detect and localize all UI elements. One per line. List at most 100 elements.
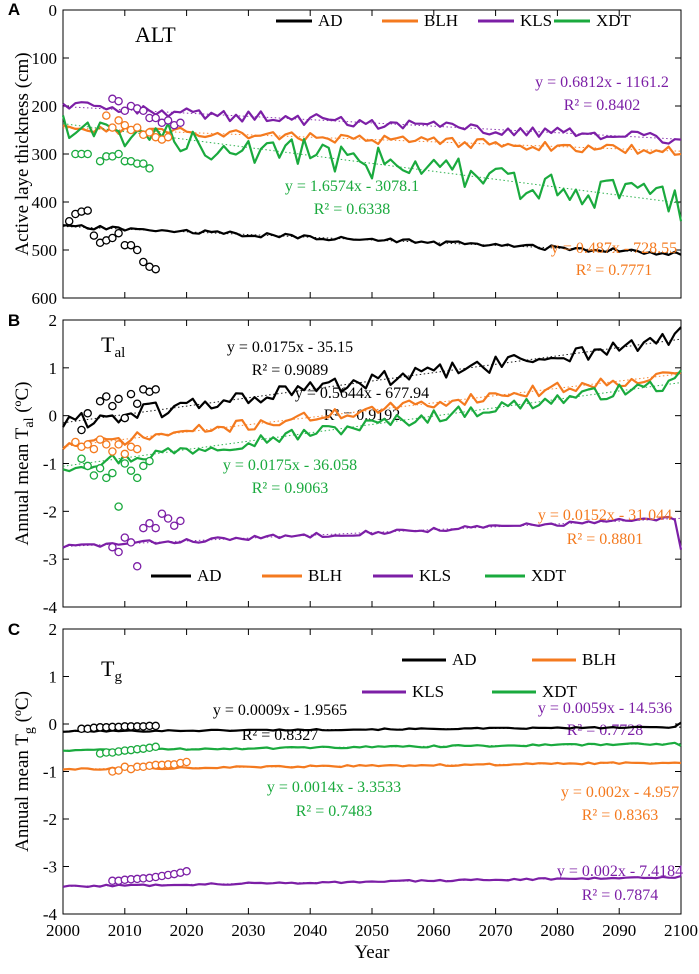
panel-title: Tal (101, 332, 125, 361)
observed-point-ad (64, 216, 74, 226)
x-axis-label: Year (354, 942, 390, 963)
legend-label-ad: AD (318, 11, 343, 30)
observed-point-blh (83, 440, 92, 449)
observed-point-blh (120, 449, 130, 459)
y-tick-label: -1 (43, 763, 57, 782)
panel-B: -4 -3 -2 -1 0 1 2 Tal Annual mean Tal (ºC) AD BLH K… (12, 311, 683, 739)
x-tick-label: 2020 (170, 921, 204, 940)
observed-point-ad (102, 392, 111, 401)
y-tick-label: -3 (43, 858, 57, 877)
panel-letter-a: A (8, 0, 20, 19)
r-squared-xdt: R² = 0.6338 (314, 201, 391, 218)
legend-label-kls: KLS (412, 682, 444, 701)
y-tick-label: -4 (43, 598, 58, 617)
equation-blh: y = 0.487x - 728.55 (551, 240, 677, 257)
axis-ticks: 0 100 200 300 400 500 600 (32, 1, 682, 308)
plot-frame (62, 319, 682, 608)
x-tick-label: 2040 (293, 921, 327, 940)
observed-point-ad (126, 240, 136, 250)
observed-point-kls (108, 542, 117, 552)
series-line-blh (62, 371, 682, 450)
legend-label-xdt: XDT (542, 682, 578, 701)
observed-point-xdt (120, 459, 130, 468)
observed-point-xdt (126, 466, 136, 475)
legend-label-kls: KLS (419, 566, 451, 585)
series-line-kls (62, 515, 683, 550)
observed-points (71, 385, 185, 571)
r-squared-kls: R² = 0.8402 (564, 97, 641, 114)
observed-point-xdt (151, 742, 160, 752)
observed-point-blh (108, 123, 117, 132)
series-line-ad (62, 224, 682, 256)
observed-point-xdt (95, 464, 105, 473)
observed-point-kls (163, 116, 173, 125)
legend-label-ad: AD (452, 650, 477, 669)
trend-line-blh (62, 127, 682, 152)
observed-point-blh (102, 111, 111, 120)
r-squared-kls: R² = 0.7728 (567, 722, 644, 739)
observed-point-xdt (139, 461, 148, 471)
legend-label-ad: AD (197, 566, 222, 585)
observed-point-ad (95, 397, 105, 406)
series-lines (61, 101, 683, 256)
observed-point-ad (108, 233, 117, 243)
series-line-xdt (61, 115, 683, 222)
r-squared-kls: R² = 0.7874 (582, 887, 659, 904)
x-tick-label: 2060 (417, 921, 451, 940)
observed-point-xdt (95, 156, 105, 166)
equation-xdt: y = 0.0175x - 36.058 (223, 457, 357, 474)
observed-point-kls (114, 96, 123, 106)
observed-point-ad (151, 721, 160, 731)
x-tick-label: 2100 (664, 921, 698, 940)
r-squared-xdt: R² = 0.9063 (252, 480, 329, 497)
y-tick-label: -2 (43, 810, 57, 829)
r-squared-ad: R² = 0.9089 (252, 362, 329, 379)
observed-point-kls (126, 538, 136, 547)
observed-point-blh (182, 757, 191, 767)
observed-point-kls (176, 516, 185, 526)
observed-point-ad (114, 394, 123, 404)
observed-point-ad (132, 399, 142, 408)
equation-xdt: y = 0.0014x - 3.3533 (267, 779, 401, 796)
observed-point-blh (114, 116, 123, 125)
trend-line-blh (62, 761, 682, 770)
observed-point-xdt (145, 456, 154, 466)
observed-point-blh (71, 437, 80, 447)
y-tick-label: 400 (32, 193, 58, 212)
observed-point-kls (151, 113, 160, 123)
observed-point-ad (83, 409, 92, 418)
panel-title: ALT (135, 22, 176, 47)
legend-label-blh: BLH (582, 650, 616, 669)
trend-line-xdt (62, 743, 682, 751)
x-tick-label: 2070 (479, 921, 513, 940)
observed-point-kls (132, 562, 142, 571)
series-line-blh (62, 124, 682, 156)
trend-line-kls (62, 876, 682, 887)
equation-kls: y = 0.0059x - 14.536 (538, 700, 672, 717)
observed-point-ad (126, 389, 136, 399)
y-axis-label: Annual mean Tal (ºC) (12, 382, 37, 546)
observed-point-kls (182, 867, 191, 876)
observed-point-blh (132, 444, 142, 454)
observed-point-xdt (145, 164, 154, 173)
panel-A: 0 100 200 300 400 500 600 ALT Active laye thickn… (12, 1, 683, 424)
observed-point-ad (114, 228, 123, 238)
legend: AD BLH KLS XDT (151, 566, 567, 585)
observed-point-kls (120, 106, 130, 116)
observed-point-xdt (139, 159, 148, 168)
observed-point-kls (120, 533, 130, 542)
observed-points (77, 721, 191, 886)
y-axis-label: Active laye thickness (cm) (12, 52, 33, 255)
x-tick-label: 2000 (46, 921, 80, 940)
series-lines (62, 721, 682, 889)
y-tick-label: 0 (49, 715, 58, 734)
observed-point-kls (139, 106, 148, 116)
y-tick-label: 1 (49, 359, 58, 378)
observed-points (64, 94, 185, 274)
r-squared-xdt: R² = 0.7483 (296, 803, 373, 820)
series-lines (62, 326, 683, 550)
series-line-kls (62, 101, 682, 145)
observed-point-xdt (102, 473, 111, 483)
observed-point-blh (89, 444, 99, 454)
equation-blh: y = 0.002x - 4.957 (561, 784, 679, 801)
